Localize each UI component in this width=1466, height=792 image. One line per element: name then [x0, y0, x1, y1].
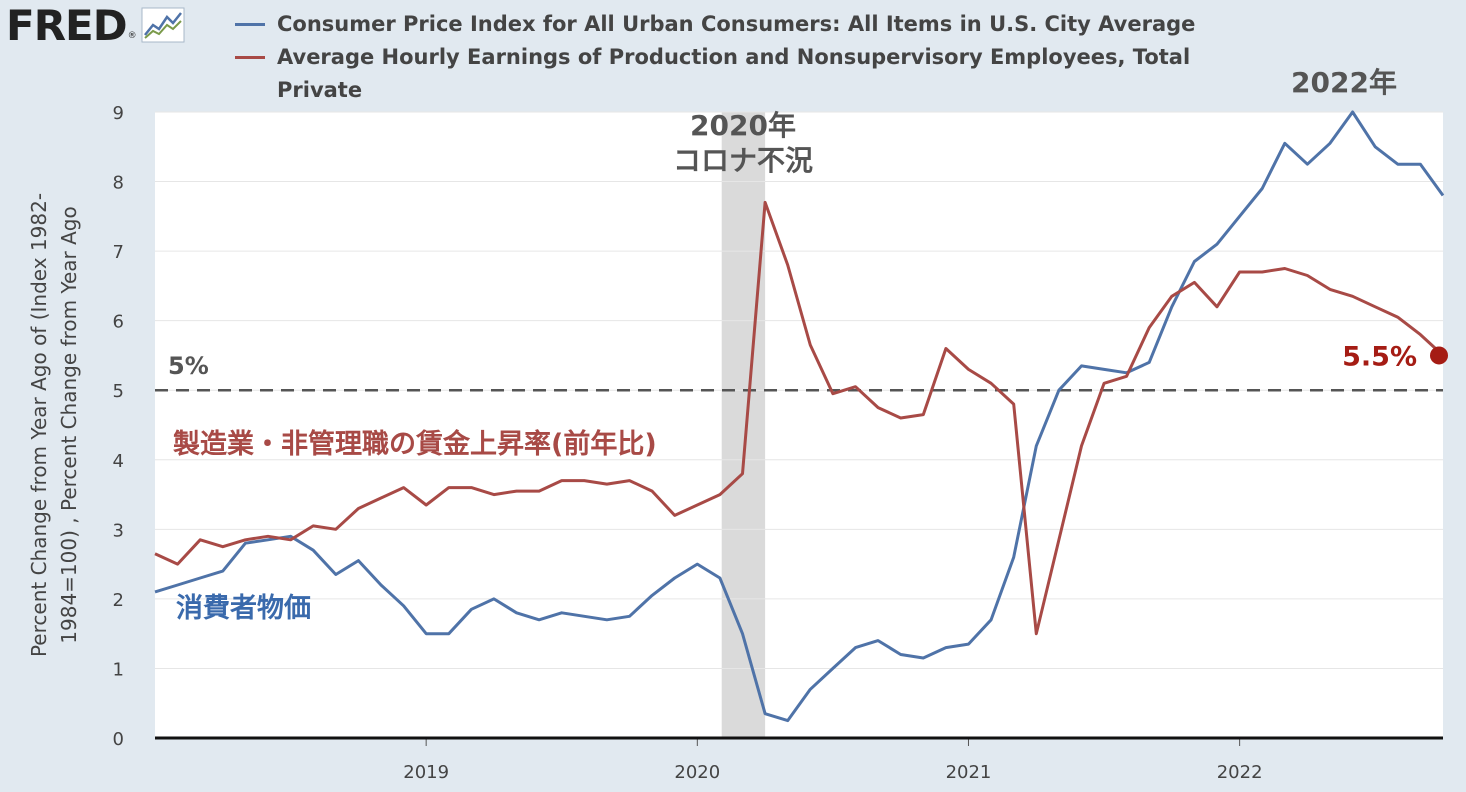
y-tick-label: 7	[113, 242, 124, 263]
cpi-series-line	[154, 110, 1445, 723]
chart-legend: Consumer Price Index for All Urban Consu…	[235, 8, 1235, 107]
legend-label-cpi: Consumer Price Index for All Urban Consu…	[277, 12, 1196, 36]
y-tick-label: 6	[113, 312, 124, 333]
y-tick-label: 0	[113, 729, 124, 750]
x-tick-label: 2022	[1217, 762, 1263, 783]
cpi-series-annotation: 消費者物価	[176, 593, 311, 624]
legend-item-cpi[interactable]: Consumer Price Index for All Urban Consu…	[235, 8, 1235, 41]
annotation-2020-year: 2020年	[690, 109, 796, 142]
y-tick-label: 2	[113, 590, 124, 611]
earnings-end-marker	[1430, 346, 1448, 365]
annotation-2022-year: 2022年	[1291, 66, 1397, 99]
y-tick-label: 1	[113, 659, 124, 680]
earnings-series-annotation: 製造業・非管理職の賃金上昇率(前年比)	[173, 428, 657, 460]
reference-line-label: 5%	[168, 352, 209, 380]
x-tick-label: 2020	[674, 762, 720, 783]
x-tick-label: 2019	[403, 762, 449, 783]
y-axis-title: Percent Change from Year Ago of (Index 1…	[27, 193, 81, 657]
legend-label-earnings: Average Hourly Earnings of Production an…	[277, 45, 1191, 102]
y-tick-label: 5	[113, 381, 124, 402]
annotation-covid-recession: コロナ不況	[673, 144, 813, 177]
y-tick-label: 4	[113, 451, 124, 472]
legend-swatch-cpi	[235, 23, 265, 26]
y-tick-label: 9	[113, 103, 124, 124]
legend-item-earnings[interactable]: Average Hourly Earnings of Production an…	[235, 41, 1235, 107]
plot-area	[155, 112, 1443, 738]
line-graph-icon	[141, 7, 185, 43]
annotation-end-value: 5.5%	[1342, 341, 1417, 372]
logo-text: FRED	[6, 0, 128, 50]
earnings-series-line	[154, 200, 1445, 636]
y-tick-label: 8	[113, 173, 124, 194]
fred-logo: FRED ®	[6, 0, 185, 50]
y-tick-label: 3	[113, 520, 124, 541]
legend-swatch-earnings	[235, 56, 265, 59]
logo-registered-mark: ®	[127, 31, 137, 41]
x-tick-label: 2021	[946, 762, 992, 783]
recession-band	[721, 112, 766, 738]
